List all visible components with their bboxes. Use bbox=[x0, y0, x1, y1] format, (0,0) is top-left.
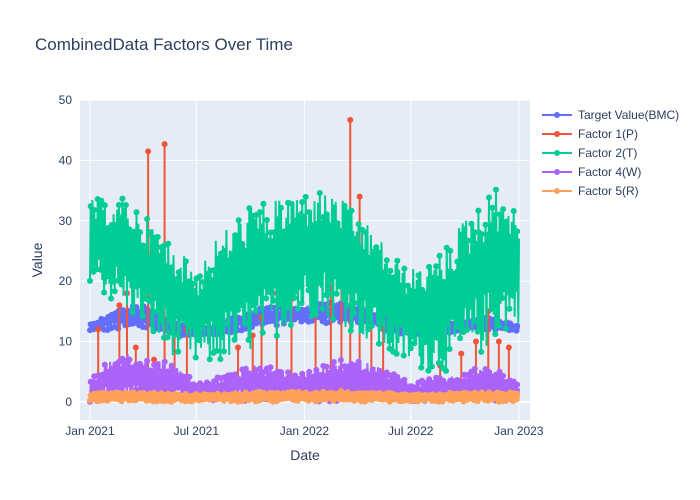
data-point bbox=[151, 356, 158, 363]
legend-label: Factor 2(T) bbox=[578, 146, 637, 160]
y-tick-label: 20 bbox=[59, 274, 73, 288]
x-tick-label: Jan 2022 bbox=[280, 424, 330, 438]
data-point bbox=[116, 302, 123, 309]
chart-title: CombinedData Factors Over Time bbox=[35, 35, 293, 54]
legend-marker bbox=[554, 188, 560, 194]
x-tick-label: Jul 2021 bbox=[174, 424, 220, 438]
series-line bbox=[89, 189, 520, 371]
legend: Target Value(BMC) Factor 1(P) Factor 2(T) F… bbox=[542, 108, 679, 198]
y-axis-title: Value bbox=[29, 242, 45, 277]
legend-item[interactable]: Factor 2(T) bbox=[542, 146, 637, 160]
y-tick-label: 30 bbox=[59, 214, 73, 228]
series-4 bbox=[87, 388, 521, 405]
legend-marker bbox=[554, 169, 560, 175]
legend-marker bbox=[554, 112, 560, 118]
data-point bbox=[495, 338, 502, 345]
legend-label: Target Value(BMC) bbox=[578, 108, 679, 122]
legend-label: Factor 5(R) bbox=[578, 184, 639, 198]
y-tick-label: 40 bbox=[59, 153, 73, 167]
series-2 bbox=[87, 186, 521, 374]
legend-item[interactable]: Factor 4(W) bbox=[542, 165, 641, 179]
y-tick-label: 0 bbox=[65, 395, 72, 409]
data-point bbox=[347, 116, 354, 123]
legend-item[interactable]: Factor 1(P) bbox=[542, 127, 638, 141]
data-point bbox=[145, 148, 152, 155]
x-tick-label: Jan 2023 bbox=[494, 424, 544, 438]
x-axis: Jan 2021 Jul 2021 Jan 2022 Jul 2022 Jan 2023 bbox=[65, 424, 544, 438]
data-point bbox=[472, 338, 479, 345]
y-axis: 0 10 20 30 40 50 bbox=[59, 93, 73, 409]
series-layer bbox=[87, 116, 521, 405]
data-point bbox=[356, 193, 363, 200]
x-tick-label: Jan 2021 bbox=[65, 424, 115, 438]
data-point bbox=[161, 141, 168, 148]
data-point bbox=[458, 350, 465, 357]
legend-label: Factor 4(W) bbox=[578, 165, 641, 179]
y-tick-label: 50 bbox=[59, 93, 73, 107]
data-point bbox=[235, 344, 242, 351]
x-axis-title: Date bbox=[290, 447, 320, 463]
legend-marker bbox=[554, 150, 560, 156]
data-point bbox=[505, 344, 512, 351]
data-point bbox=[132, 344, 139, 351]
x-tick-label: Jul 2022 bbox=[388, 424, 434, 438]
series-line bbox=[89, 390, 520, 403]
legend-item[interactable]: Factor 5(R) bbox=[542, 184, 639, 198]
data-point bbox=[95, 326, 102, 333]
legend-label: Factor 1(P) bbox=[578, 127, 638, 141]
legend-marker bbox=[554, 131, 560, 137]
y-tick-label: 10 bbox=[59, 335, 73, 349]
legend-item[interactable]: Target Value(BMC) bbox=[542, 108, 679, 122]
